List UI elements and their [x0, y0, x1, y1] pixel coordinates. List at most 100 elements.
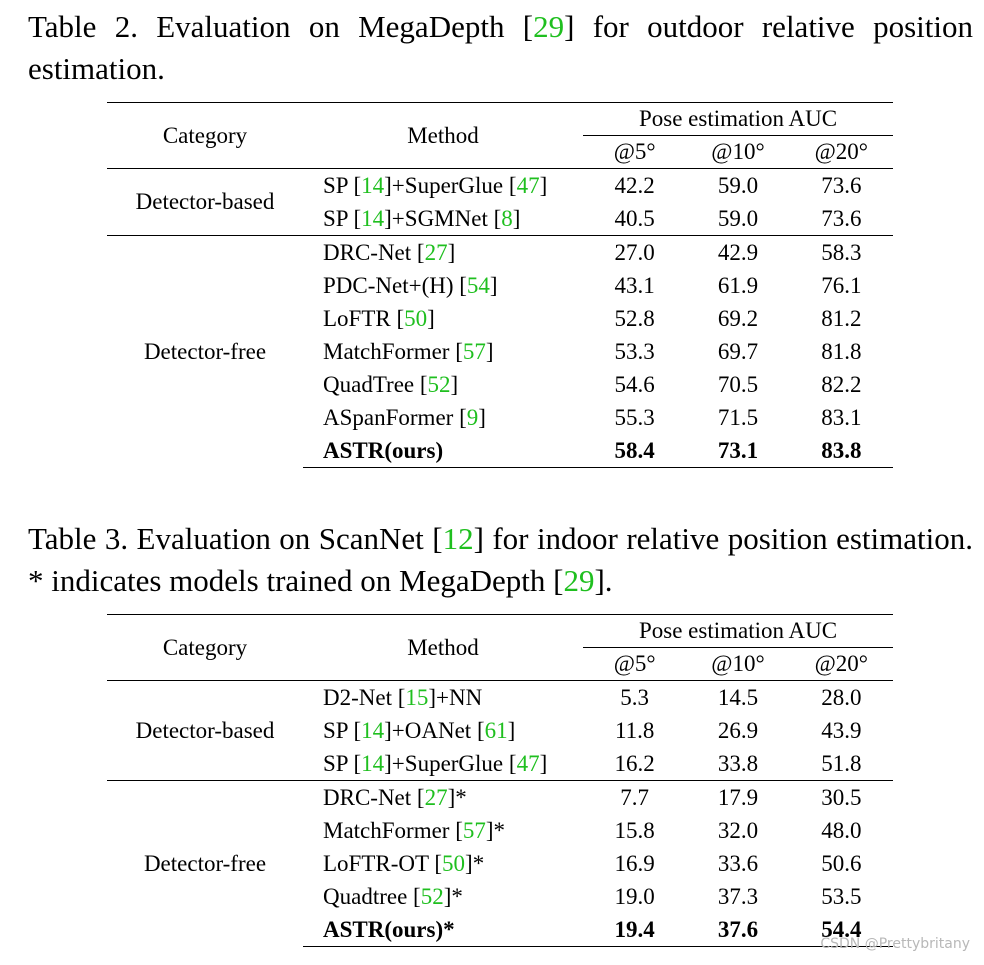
table-row: LoFTR-OT [50]* 16.9 33.6 50.6 [107, 847, 893, 880]
value-cell: 61.9 [717, 272, 759, 298]
value-cell: 73.6 [789, 168, 893, 202]
value-cell: 5.3 [583, 680, 687, 714]
text: ]+SuperGlue [ [384, 172, 517, 198]
table-row: LoFTR [50] 52.8 69.2 81.2 [107, 302, 893, 335]
citation: 52 [427, 371, 451, 397]
text: D2-Net [ [323, 684, 406, 710]
value-cell: 59.0 [686, 168, 790, 202]
value-cell: 17.9 [686, 780, 790, 814]
header-cell: @10° [711, 651, 765, 676]
row-group: Detector-free DRC-Net [27]* 7.7 17.9 30.5 Mat… [107, 780, 893, 947]
table-header: Category Method Pose estimation AUC @5° @10°… [107, 614, 893, 681]
text: PDC-Net+(H) [ [323, 272, 467, 298]
table-row: MatchFormer [57] 53.3 69.7 81.8 [107, 335, 893, 368]
method-cell: D2-Net [15]+NN [303, 680, 583, 714]
value-cell: 76.1 [821, 272, 862, 298]
text: ] [489, 272, 498, 298]
text: ]. [594, 563, 613, 598]
value-cell: 69.2 [717, 305, 759, 331]
header-row: @5° @10° @20° [107, 136, 893, 169]
citation: 14 [361, 750, 385, 776]
citation: 29 [533, 9, 565, 44]
text: QuadTree [ [323, 371, 428, 397]
citation: 50 [404, 305, 428, 331]
table-row: SP [14]+OANet [61] 11.8 26.9 43.9 [107, 714, 893, 747]
value-cell: 55.3 [614, 404, 655, 430]
text: ASpanFormer [ [323, 404, 467, 430]
method-cell: DRC-Net [27] [303, 235, 583, 269]
method-cell: ASTR(ours)* [303, 913, 583, 947]
value-cell: 16.2 [614, 750, 655, 776]
text: ASTR(ours) [323, 437, 444, 463]
table-row: Detector-based D2-Net [15]+NN 5.3 14.5 28.0 [107, 680, 893, 781]
value-cell: 51.8 [821, 750, 862, 776]
citation: 8 [501, 205, 513, 231]
text: ] for outdoor relative position estimati… [28, 9, 973, 86]
value-cell: 43.9 [821, 717, 862, 743]
text: SP [ [323, 717, 362, 743]
value-cell: 83.1 [821, 404, 862, 430]
text: Table 3. Evaluation on ScanNet [ [28, 521, 443, 556]
value-cell: 54.4 [789, 913, 893, 947]
text: SP [ [323, 750, 362, 776]
text: ]+SuperGlue [ [384, 750, 517, 776]
header-cell: Category [107, 614, 303, 681]
value-cell: 52.8 [614, 305, 655, 331]
value-cell: 11.8 [614, 717, 655, 743]
value-cell: 32.0 [717, 817, 759, 843]
method-cell: Quadtree [52]* [303, 880, 583, 913]
text: ASTR(ours)* [323, 916, 455, 942]
citation: 57 [462, 338, 486, 364]
text: ]+OANet [ [384, 717, 485, 743]
text: LoFTR [ [323, 305, 405, 331]
text: SP [ [323, 205, 362, 231]
value-cell: 19.0 [614, 883, 655, 909]
text: ] [427, 305, 435, 331]
value-cell: 28.0 [789, 680, 893, 714]
category-cell: Detector-based [107, 168, 303, 236]
category-cell: Detector-free [107, 780, 303, 947]
method-cell: MatchFormer [57] [303, 335, 583, 368]
caption: Table 2. Evaluation on MegaDepth [29] fo… [28, 6, 973, 90]
text: SP [ [323, 172, 362, 198]
value-cell: 73.6 [821, 205, 862, 231]
value-cell: 37.6 [686, 913, 790, 947]
table-row: Detector-free DRC-Net [27] 27.0 42.9 58.3 [107, 235, 893, 468]
value-cell: 15.8 [614, 817, 655, 843]
header-cell: @5° [613, 139, 656, 164]
text: ]* [443, 883, 463, 909]
table: Category Method Pose estimation AUC @5° @10°… [107, 614, 893, 947]
text: ]* [485, 817, 506, 843]
value-cell: 58.4 [583, 434, 687, 468]
citation: 52 [420, 883, 444, 909]
header-row: Category Method Pose estimation AUC [107, 102, 893, 169]
method-cell: SP [14]+OANet [61] [303, 714, 583, 747]
method-cell: SP [14]+SGMNet [8] [303, 202, 583, 236]
table-row: ASTR(ours) 58.4 73.1 83.8 [107, 434, 893, 468]
value-cell: 71.5 [717, 404, 759, 430]
value-cell: 53.3 [614, 338, 655, 364]
citation: 54 [466, 272, 490, 298]
text: ]+NN [428, 684, 483, 710]
header-cell: Method [303, 614, 583, 681]
method-cell: SP [14]+SuperGlue [47] [303, 168, 583, 202]
header-row: @5° @10° @20° [107, 648, 893, 681]
method-cell: ASpanFormer [9] [303, 401, 583, 434]
citation: 14 [361, 717, 385, 743]
table-row: SP [14]+SGMNet [8] 40.5 59.0 73.6 [107, 202, 893, 236]
table-row: Detector-free DRC-Net [27]* 7.7 17.9 30.5 [107, 780, 893, 947]
text: ]* [465, 850, 485, 876]
text: MatchFormer [ [323, 338, 463, 364]
table-row: ASpanFormer [9] 55.3 71.5 83.1 [107, 401, 893, 434]
header-cell: @10° [711, 139, 765, 164]
value-cell: 53.5 [821, 883, 862, 909]
text: ] [539, 172, 548, 198]
citation: 15 [405, 684, 429, 710]
table-row: PDC-Net+(H) [54] 43.1 61.9 76.1 [107, 269, 893, 302]
value-cell: 26.9 [717, 717, 759, 743]
value-cell: 33.6 [717, 850, 759, 876]
value-cell: 59.0 [717, 205, 759, 231]
value-cell: 81.8 [821, 338, 862, 364]
category-cell: Detector-free [107, 235, 303, 468]
value-cell: 54.6 [614, 371, 655, 397]
